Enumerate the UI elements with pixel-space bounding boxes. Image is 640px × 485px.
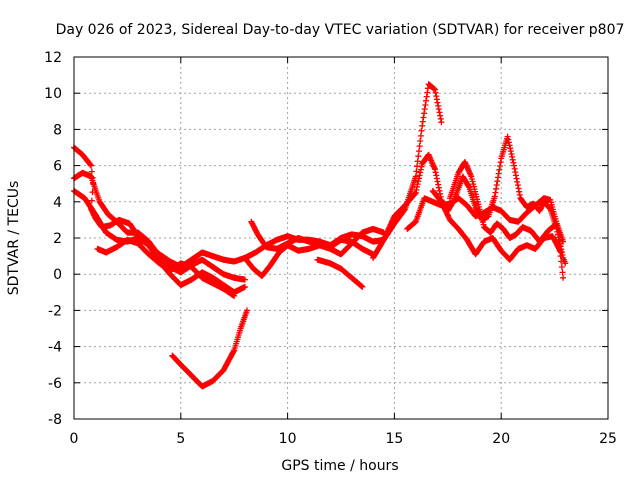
y-tick-label: 8	[53, 122, 62, 138]
series-track-5	[169, 307, 250, 390]
data-point	[415, 153, 422, 160]
x-tick-label: 10	[279, 431, 297, 447]
data-point	[412, 173, 419, 180]
data-point	[507, 148, 514, 155]
y-tick-label: 12	[44, 50, 62, 66]
x-tick-label: 20	[492, 431, 510, 447]
series-track-7	[241, 225, 387, 279]
data-point	[241, 283, 248, 290]
y-tick-label: -6	[48, 376, 62, 392]
data-point	[438, 119, 445, 126]
data-point	[359, 283, 366, 290]
series-track-4	[94, 236, 238, 299]
data-point	[442, 207, 449, 214]
y-tick-label: 4	[53, 195, 62, 211]
x-tick-label: 25	[599, 431, 617, 447]
data-point	[417, 138, 424, 144]
data-point	[465, 183, 472, 190]
data-point	[88, 162, 95, 169]
data-point	[435, 106, 442, 113]
data-point	[417, 132, 424, 139]
data-point	[414, 158, 421, 165]
data-point	[412, 190, 419, 197]
series-track-12	[446, 159, 567, 245]
x-tick-label: 15	[385, 431, 403, 447]
data-point	[417, 169, 424, 176]
data-point	[560, 274, 567, 281]
x-tick-label: 0	[70, 431, 79, 447]
y-tick-label: 0	[53, 267, 62, 283]
data-point	[437, 112, 444, 119]
data-point	[435, 184, 442, 191]
y-tick-label: -2	[48, 303, 62, 319]
grid-lines	[74, 57, 608, 419]
data-point	[562, 260, 569, 267]
data-point	[496, 163, 503, 169]
data-point	[495, 170, 502, 177]
y-tick-label: 2	[53, 231, 62, 247]
data-point	[516, 188, 523, 195]
data-point	[414, 184, 420, 190]
data-point	[416, 143, 423, 150]
data-point	[434, 99, 441, 106]
plot-frame	[73, 56, 609, 420]
data-point	[558, 258, 565, 265]
y-tick-label: -4	[48, 340, 62, 356]
chart-title: Day 026 of 2023, Sidereal Day-to-day VTE…	[56, 22, 625, 38]
y-axis-label: SDTVAR / TECUs	[6, 181, 22, 296]
series-track-11	[429, 187, 564, 263]
data-point	[415, 178, 422, 185]
data-point	[432, 169, 439, 176]
data-point	[88, 197, 95, 204]
data-point	[511, 162, 517, 169]
tick-labels: 0 5 10 15 20 25 -8 -6 -4 -2 0 2 4 6 8 10 12	[44, 50, 617, 447]
data-point	[241, 276, 248, 283]
data-point	[413, 168, 420, 175]
data-point	[509, 156, 516, 163]
y-tick-label: 6	[53, 159, 62, 175]
data-point	[514, 178, 521, 185]
series-track-8	[314, 256, 366, 290]
y-tick-label: 10	[44, 86, 62, 102]
data-point	[558, 249, 564, 256]
data-point	[506, 142, 513, 149]
data-point	[558, 264, 565, 270]
data-point	[560, 238, 567, 245]
series-track-10	[404, 195, 567, 281]
data-point	[493, 182, 500, 188]
data-point	[432, 89, 439, 96]
data-point	[418, 127, 425, 134]
x-tick-label: 5	[176, 431, 185, 447]
data-point	[88, 168, 95, 175]
y-tick-label: -8	[48, 412, 62, 428]
data-point	[385, 225, 392, 232]
data-point	[421, 106, 428, 113]
data-point	[418, 163, 425, 170]
series-track-3	[71, 187, 248, 296]
data-series	[71, 81, 569, 390]
data-point	[420, 114, 427, 121]
data-point	[87, 161, 94, 168]
data-point	[423, 97, 429, 104]
data-point	[244, 307, 250, 314]
data-point	[390, 216, 397, 222]
data-point	[492, 189, 499, 196]
data-point	[434, 178, 441, 185]
x-axis-label: GPS time / hours	[281, 458, 398, 474]
data-point	[559, 269, 566, 276]
data-point	[512, 172, 519, 179]
data-point	[231, 292, 238, 299]
data-point	[505, 136, 512, 143]
